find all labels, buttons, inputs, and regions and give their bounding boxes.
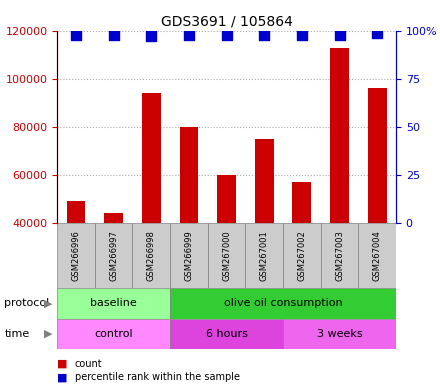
Text: GSM267002: GSM267002 — [297, 230, 306, 281]
Bar — [255, 139, 274, 319]
FancyBboxPatch shape — [321, 223, 358, 288]
Text: control: control — [94, 329, 133, 339]
Point — [336, 31, 343, 38]
Text: ▶: ▶ — [44, 329, 53, 339]
Text: GSM266999: GSM266999 — [184, 230, 194, 281]
Text: count: count — [75, 359, 103, 369]
Text: GSM267001: GSM267001 — [260, 230, 269, 281]
Point — [185, 31, 192, 38]
FancyBboxPatch shape — [358, 223, 396, 288]
Text: GSM267000: GSM267000 — [222, 230, 231, 281]
Text: GSM267003: GSM267003 — [335, 230, 344, 281]
FancyBboxPatch shape — [132, 223, 170, 288]
Text: baseline: baseline — [90, 298, 137, 308]
Point — [298, 31, 305, 38]
Bar — [66, 201, 85, 319]
Bar — [217, 175, 236, 319]
FancyBboxPatch shape — [170, 288, 396, 319]
FancyBboxPatch shape — [283, 223, 321, 288]
Point — [73, 31, 80, 38]
Bar — [142, 93, 161, 319]
Text: GSM266997: GSM266997 — [109, 230, 118, 281]
Title: GDS3691 / 105864: GDS3691 / 105864 — [161, 14, 293, 28]
Text: ■: ■ — [57, 372, 68, 382]
FancyBboxPatch shape — [246, 223, 283, 288]
FancyBboxPatch shape — [283, 319, 396, 349]
FancyBboxPatch shape — [170, 319, 283, 349]
FancyBboxPatch shape — [57, 288, 170, 319]
Bar — [104, 213, 123, 319]
Text: time: time — [4, 329, 29, 339]
Text: GSM266996: GSM266996 — [72, 230, 81, 281]
Text: ■: ■ — [57, 359, 68, 369]
Text: GSM266998: GSM266998 — [147, 230, 156, 281]
Point — [261, 31, 268, 38]
Bar — [293, 182, 312, 319]
FancyBboxPatch shape — [57, 223, 95, 288]
FancyBboxPatch shape — [57, 319, 170, 349]
FancyBboxPatch shape — [170, 223, 208, 288]
Bar — [330, 48, 349, 319]
Text: ▶: ▶ — [44, 298, 53, 308]
Text: percentile rank within the sample: percentile rank within the sample — [75, 372, 240, 382]
Point — [110, 31, 117, 38]
Point — [223, 31, 230, 38]
FancyBboxPatch shape — [208, 223, 246, 288]
Bar — [368, 88, 387, 319]
Text: 3 weeks: 3 weeks — [317, 329, 363, 339]
Text: olive oil consumption: olive oil consumption — [224, 298, 342, 308]
FancyBboxPatch shape — [95, 223, 132, 288]
Text: 6 hours: 6 hours — [205, 329, 248, 339]
Bar — [180, 127, 198, 319]
Text: GSM267004: GSM267004 — [373, 230, 381, 281]
Point — [374, 30, 381, 36]
Point — [148, 33, 155, 40]
Text: protocol: protocol — [4, 298, 50, 308]
